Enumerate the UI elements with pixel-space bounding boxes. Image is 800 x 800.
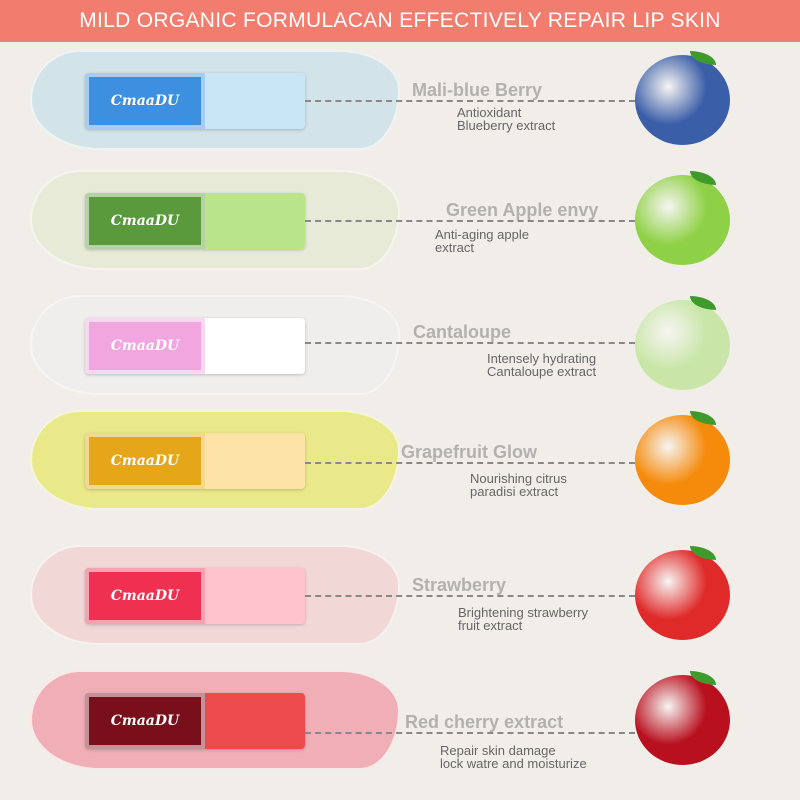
dashed-divider xyxy=(305,220,635,222)
lip-gloss-tube: CmaaDU xyxy=(85,568,305,624)
product-description: Nourishing citrus paradisi extract xyxy=(470,472,567,498)
product-row: CmaaDU Grapefruit Glow Nourishing citrus… xyxy=(0,400,800,520)
product-description: Intensely hydrating Cantaloupe extract xyxy=(487,352,596,378)
tube-cap xyxy=(205,193,305,249)
brand-logo: CmaaDU xyxy=(85,73,205,129)
orange-icon xyxy=(635,411,730,505)
description-line: Repair skin damage xyxy=(440,743,556,758)
brand-logo: CmaaDU xyxy=(85,433,205,489)
product-description: Repair skin damage lock watre and moistur… xyxy=(440,744,587,770)
description-line: Antioxidant xyxy=(457,105,522,120)
description-line: Cantaloupe extract xyxy=(487,364,597,379)
tube-cap xyxy=(205,693,305,749)
product-name: Cantaloupe xyxy=(413,322,512,342)
banner-title: MILD ORGANIC FORMULACAN EFFECTIVELY REPA… xyxy=(0,0,800,42)
lip-gloss-tube: CmaaDU xyxy=(85,73,305,129)
description-line: Anti-aging apple xyxy=(435,227,529,242)
product-row: CmaaDU Strawberry Brightening strawberry… xyxy=(0,535,800,655)
leaf-icon xyxy=(690,51,716,65)
product-name: Red cherry extract xyxy=(405,712,564,732)
product-row: CmaaDU Cantaloupe Intensely hydrating Can… xyxy=(0,285,800,405)
leaf-icon xyxy=(690,546,716,560)
dashed-divider xyxy=(305,342,635,344)
brand-logo: CmaaDU xyxy=(85,193,205,249)
product-description: Antioxidant Blueberry extract xyxy=(457,106,555,132)
leaf-icon xyxy=(690,296,716,310)
tube-cap xyxy=(205,433,305,489)
product-row: CmaaDU Red cherry extract Repair skin da… xyxy=(0,660,800,780)
description-line: lock watre and moisturize xyxy=(440,756,587,771)
lip-gloss-tube: CmaaDU xyxy=(85,693,305,749)
description-line: Nourishing citrus xyxy=(470,471,567,486)
dashed-divider xyxy=(305,462,635,464)
product-name: Grapefruit Glow xyxy=(401,442,538,462)
cantaloupe-icon xyxy=(635,296,730,390)
leaf-icon xyxy=(690,171,716,185)
product-row: CmaaDU Mali-blue Berry Antioxidant Bluebe… xyxy=(0,40,800,160)
description-line: Brightening strawberry xyxy=(458,605,589,620)
product-description: Brightening strawberry fruit extract xyxy=(458,606,588,632)
dashed-divider xyxy=(305,595,635,597)
lip-gloss-tube: CmaaDU xyxy=(85,318,305,374)
description-line: fruit extract xyxy=(458,618,523,633)
description-line: extract xyxy=(435,240,475,255)
product-name: Green Apple envy xyxy=(446,200,599,220)
tube-cap xyxy=(205,318,305,374)
product-name: Mali-blue Berry xyxy=(412,80,543,100)
description-line: Blueberry extract xyxy=(457,118,556,133)
brand-logo: CmaaDU xyxy=(85,693,205,749)
product-description: Anti-aging apple extract xyxy=(435,228,529,254)
green-apple-icon xyxy=(635,171,730,265)
dashed-divider xyxy=(305,100,635,102)
brand-logo: CmaaDU xyxy=(85,568,205,624)
dashed-divider xyxy=(305,732,635,734)
strawberry-icon xyxy=(635,546,730,640)
description-line: paradisi extract xyxy=(470,484,559,499)
lip-gloss-tube: CmaaDU xyxy=(85,193,305,249)
description-line: Intensely hydrating xyxy=(487,351,597,366)
cherry-icon xyxy=(635,671,730,765)
blueberry-icon xyxy=(635,51,730,145)
lip-gloss-tube: CmaaDU xyxy=(85,433,305,489)
brand-logo: CmaaDU xyxy=(85,318,205,374)
leaf-icon xyxy=(690,411,716,425)
tube-cap xyxy=(205,73,305,129)
product-row: CmaaDU Green Apple envy Anti-aging apple… xyxy=(0,160,800,280)
product-name: Strawberry xyxy=(412,575,507,595)
tube-cap xyxy=(205,568,305,624)
leaf-icon xyxy=(690,671,716,685)
